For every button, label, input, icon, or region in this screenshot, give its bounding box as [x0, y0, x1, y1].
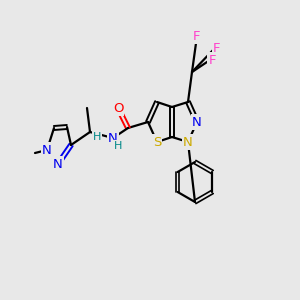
- Text: F: F: [208, 53, 216, 67]
- Text: N: N: [192, 116, 202, 128]
- Text: H: H: [93, 132, 101, 142]
- Text: N: N: [53, 158, 63, 170]
- Text: S: S: [153, 136, 161, 148]
- Text: F: F: [193, 29, 201, 43]
- Text: H: H: [114, 141, 122, 151]
- Text: F: F: [213, 41, 221, 55]
- Text: N: N: [108, 133, 118, 146]
- Text: N: N: [183, 136, 193, 148]
- Text: N: N: [42, 143, 52, 157]
- Text: O: O: [113, 101, 123, 115]
